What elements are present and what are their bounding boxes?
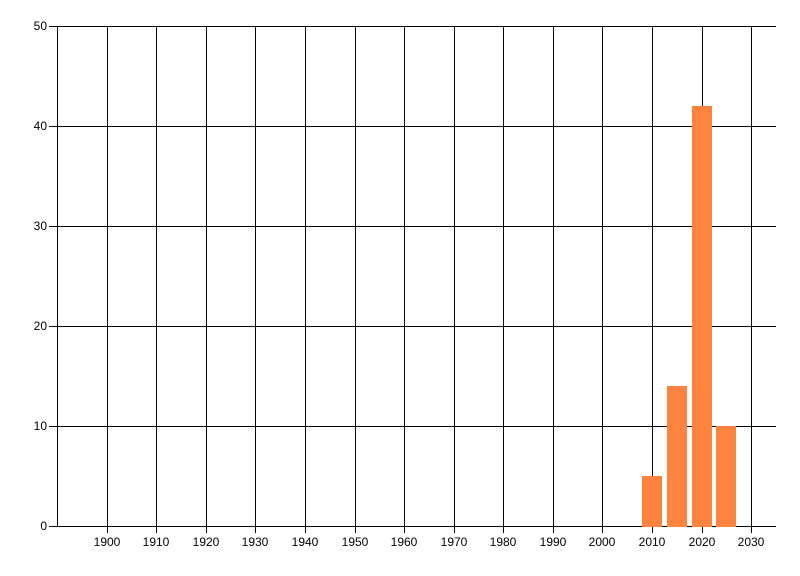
- y-tick-mark: [49, 326, 57, 327]
- x-tick-mark: [553, 527, 554, 533]
- y-tick-mark: [49, 26, 57, 27]
- bar-2020: [692, 106, 712, 527]
- x-tick-label: 1990: [539, 535, 567, 549]
- x-tick-label: 1980: [489, 535, 517, 549]
- y-gridline: [57, 26, 776, 27]
- y-tick-label: 0: [40, 519, 47, 533]
- x-tick-label: 1950: [341, 535, 369, 549]
- y-tick-label: 40: [33, 119, 47, 133]
- y-tick-label: 30: [33, 219, 47, 233]
- x-gridline: [553, 26, 554, 526]
- x-tick-label: 1960: [390, 535, 418, 549]
- y-gridline: [57, 526, 776, 527]
- y-tick-label: 20: [33, 319, 47, 333]
- y-tick-label: 50: [33, 19, 47, 33]
- x-tick-mark: [404, 527, 405, 533]
- x-tick-label: 2030: [737, 535, 765, 549]
- y-axis-line: [57, 26, 58, 527]
- x-gridline: [255, 26, 256, 526]
- x-tick-mark: [652, 527, 653, 533]
- y-gridline: [57, 326, 776, 327]
- x-gridline: [206, 26, 207, 526]
- y-tick-label: 10: [33, 419, 47, 433]
- x-tick-mark: [702, 527, 703, 533]
- x-tick-mark: [454, 527, 455, 533]
- y-tick-mark: [49, 526, 57, 527]
- x-gridline: [602, 26, 603, 526]
- x-tick-mark: [156, 527, 157, 533]
- x-tick-mark: [751, 527, 752, 533]
- x-tick-label: 1920: [192, 535, 220, 549]
- x-gridline: [355, 26, 356, 526]
- x-gridline: [305, 26, 306, 526]
- y-tick-mark: [49, 226, 57, 227]
- y-gridline: [57, 226, 776, 227]
- x-tick-label: 1970: [440, 535, 468, 549]
- x-tick-mark: [355, 527, 356, 533]
- x-gridline: [751, 26, 752, 526]
- x-tick-mark: [107, 527, 108, 533]
- x-tick-label: 1940: [291, 535, 319, 549]
- x-tick-mark: [503, 527, 504, 533]
- x-tick-label: 2010: [638, 535, 666, 549]
- y-gridline: [57, 426, 776, 427]
- x-tick-label: 1900: [93, 535, 121, 549]
- x-gridline: [156, 26, 157, 526]
- x-tick-mark: [602, 527, 603, 533]
- x-tick-mark: [255, 527, 256, 533]
- x-tick-label: 1910: [142, 535, 170, 549]
- x-gridline: [652, 26, 653, 526]
- x-tick-mark: [206, 527, 207, 533]
- x-gridline: [107, 26, 108, 526]
- y-tick-mark: [49, 126, 57, 127]
- bar-2015: [667, 386, 687, 527]
- x-tick-label: 2020: [688, 535, 716, 549]
- x-gridline: [404, 26, 405, 526]
- bar-2025: [716, 426, 736, 527]
- bar-2010: [642, 476, 662, 527]
- x-gridline: [454, 26, 455, 526]
- y-tick-mark: [49, 426, 57, 427]
- x-gridline: [503, 26, 504, 526]
- y-gridline: [57, 126, 776, 127]
- x-tick-label: 2000: [588, 535, 616, 549]
- x-tick-mark: [305, 527, 306, 533]
- x-tick-label: 1930: [241, 535, 269, 549]
